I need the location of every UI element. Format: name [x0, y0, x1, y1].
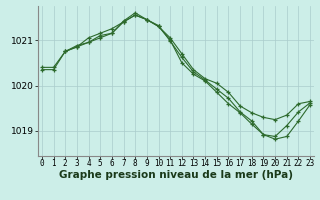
X-axis label: Graphe pression niveau de la mer (hPa): Graphe pression niveau de la mer (hPa) — [59, 170, 293, 180]
